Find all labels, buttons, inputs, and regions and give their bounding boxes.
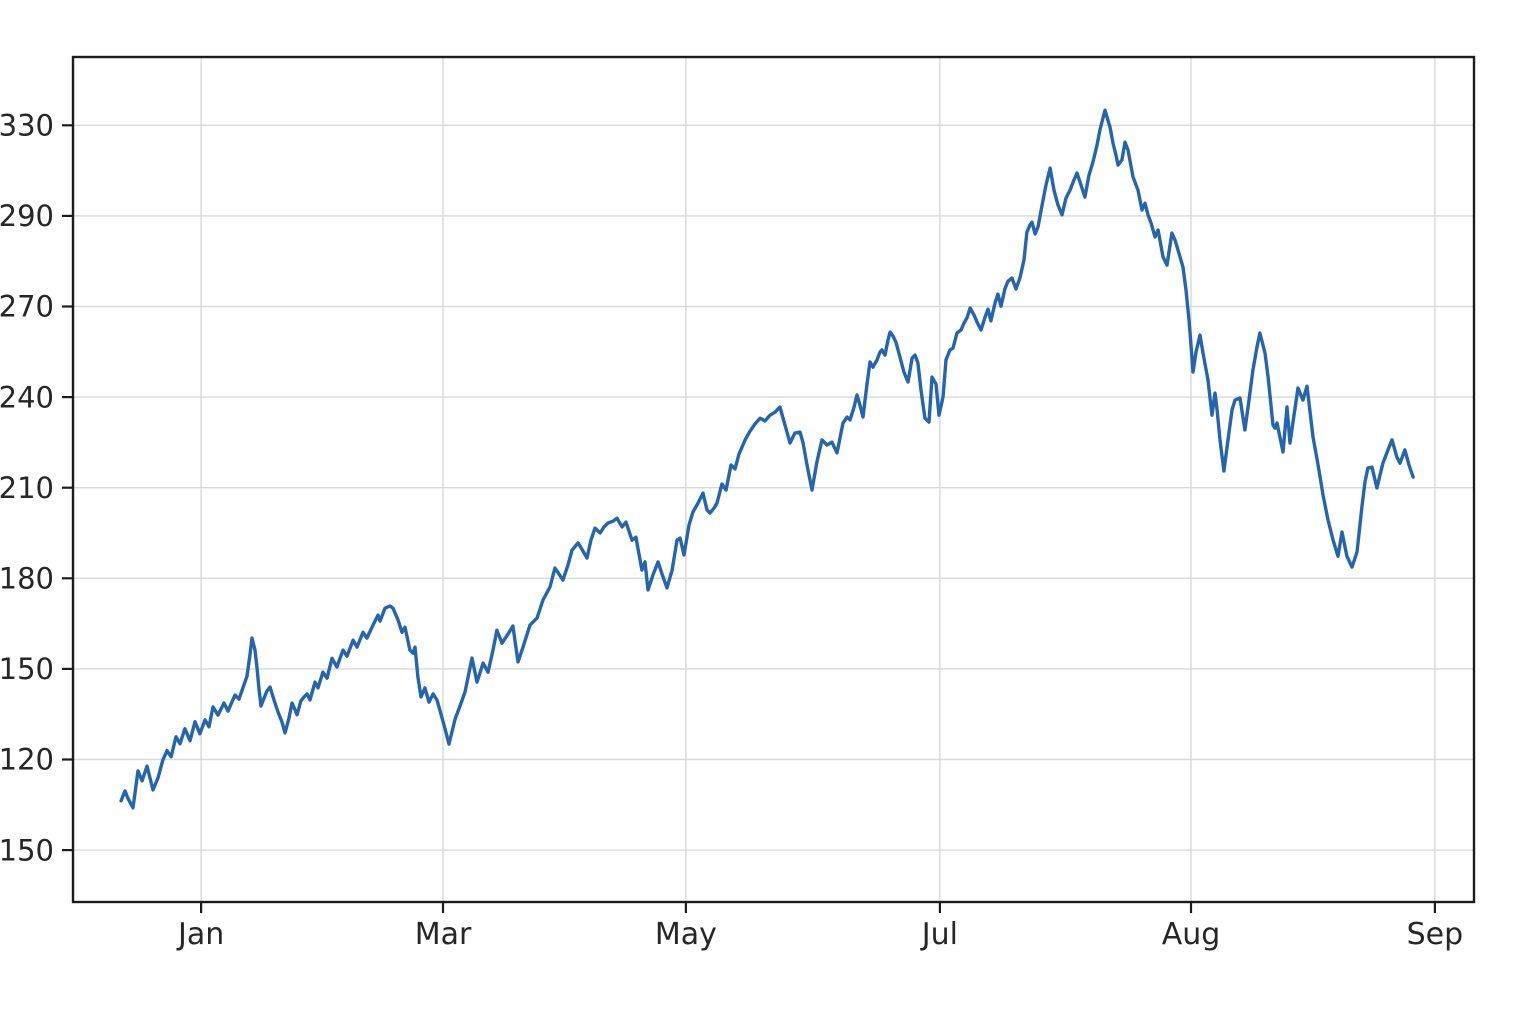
y-tick-label: 120 <box>0 743 54 777</box>
y-tick-label: 240 <box>0 380 54 414</box>
y-tick-label: 180 <box>0 561 54 595</box>
x-tick-label: Mar <box>415 917 472 952</box>
price-line-series <box>119 108 1415 810</box>
plot-border <box>71 55 1476 904</box>
y-tick-label: 150 <box>0 833 54 867</box>
y-tick-label: 210 <box>0 471 54 505</box>
x-tick-label: Jan <box>176 917 224 952</box>
y-tick-label: 330 <box>0 108 54 142</box>
y-tick-label: 150 <box>0 652 54 686</box>
y-tick-label: 270 <box>0 290 54 324</box>
y-tick-label: 290 <box>0 199 54 233</box>
x-tick-label: May <box>655 917 717 952</box>
x-tick-label: Aug <box>1162 917 1221 952</box>
x-tick-label: Sep <box>1407 917 1464 952</box>
x-tick-label: Jul <box>920 917 958 952</box>
